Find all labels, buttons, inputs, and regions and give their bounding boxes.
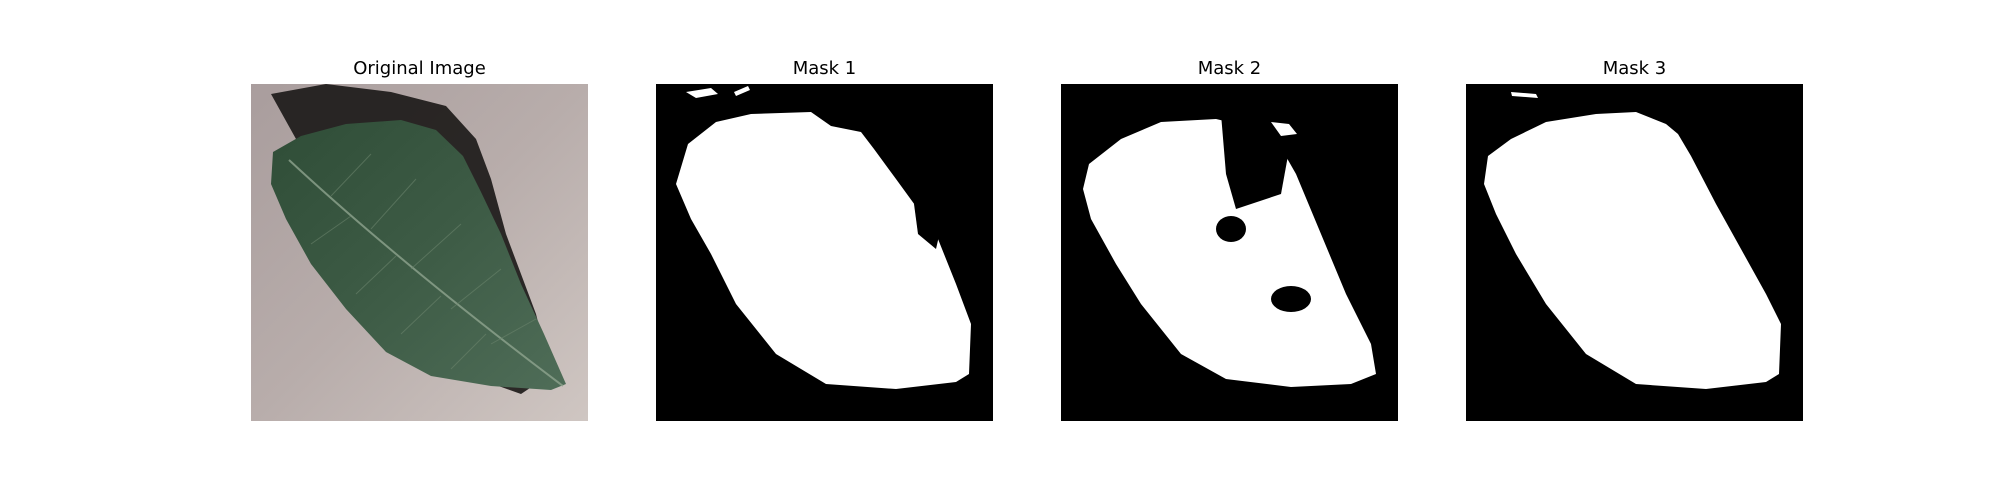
original-image xyxy=(251,84,588,421)
mask-image-1 xyxy=(656,84,993,421)
leaf-mask-icon xyxy=(1061,84,1398,421)
panel-title: Original Image xyxy=(353,58,486,79)
mask-image-2 xyxy=(1061,84,1398,421)
leaf-mask-icon xyxy=(656,84,993,421)
mask-image-3 xyxy=(1466,84,1803,421)
leaf-mask-icon xyxy=(1466,84,1803,421)
panel-mask-3: Mask 3 xyxy=(1466,55,1803,421)
panel-mask-2: Mask 2 xyxy=(1061,55,1398,421)
panel-title: Mask 3 xyxy=(1602,58,1667,79)
leaf-photo-icon xyxy=(251,84,588,421)
panel-title: Mask 2 xyxy=(1197,58,1262,79)
panel-original: Original Image xyxy=(251,55,588,421)
panel-title: Mask 1 xyxy=(792,58,857,79)
panel-mask-1: Mask 1 xyxy=(656,55,993,421)
